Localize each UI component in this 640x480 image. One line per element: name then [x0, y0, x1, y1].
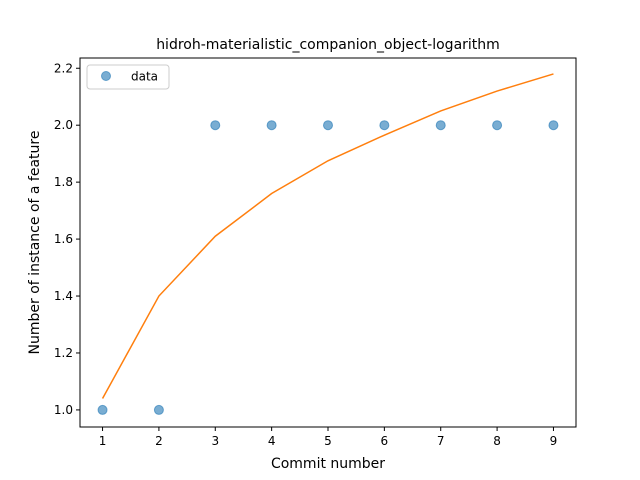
data-point: [548, 120, 559, 131]
x-tick-label: 3: [211, 434, 219, 448]
y-tick-label: 1.4: [54, 289, 73, 303]
data-point: [266, 120, 277, 131]
x-tick-label: 2: [155, 434, 163, 448]
x-tick-label: 6: [381, 434, 389, 448]
data-point: [492, 120, 503, 131]
data-point: [97, 404, 108, 415]
data-point: [379, 120, 390, 131]
legend-label-data: data: [131, 70, 158, 84]
y-tick-label: 1.0: [54, 403, 73, 417]
y-tick-label: 1.8: [54, 175, 73, 189]
x-tick-label: 8: [493, 434, 501, 448]
y-axis-ticks: 1.0 1.2 1.4 1.6 1.8 2.0 2.2: [54, 61, 80, 417]
x-tick-label: 1: [99, 434, 107, 448]
x-axis-ticks: 1 2 3 4 5 6 7 8 9: [99, 427, 558, 448]
x-tick-label: 7: [437, 434, 445, 448]
y-tick-label: 1.2: [54, 346, 73, 360]
legend-box: [86, 64, 170, 90]
x-axis-label: Commit number: [271, 456, 385, 472]
y-tick-label: 2.2: [54, 61, 73, 75]
data-point: [210, 120, 221, 131]
fit-line: [101, 73, 554, 399]
x-tick-label: 5: [324, 434, 332, 448]
y-tick-label: 1.6: [54, 232, 73, 246]
legend: data: [86, 64, 170, 90]
plot-area: [79, 57, 577, 428]
y-axis-label: Number of instance of a feature: [27, 131, 43, 355]
legend-marker-data: [101, 71, 111, 81]
x-tick-label: 9: [550, 434, 558, 448]
y-tick-label: 2.0: [54, 118, 73, 132]
data-point: [153, 404, 164, 415]
data-point: [323, 120, 333, 131]
data-point: [435, 120, 446, 131]
x-tick-label: 4: [268, 434, 276, 448]
series-layer: [97, 73, 559, 415]
chart-title: hidroh-materialistic_companion_object-lo…: [156, 37, 500, 53]
